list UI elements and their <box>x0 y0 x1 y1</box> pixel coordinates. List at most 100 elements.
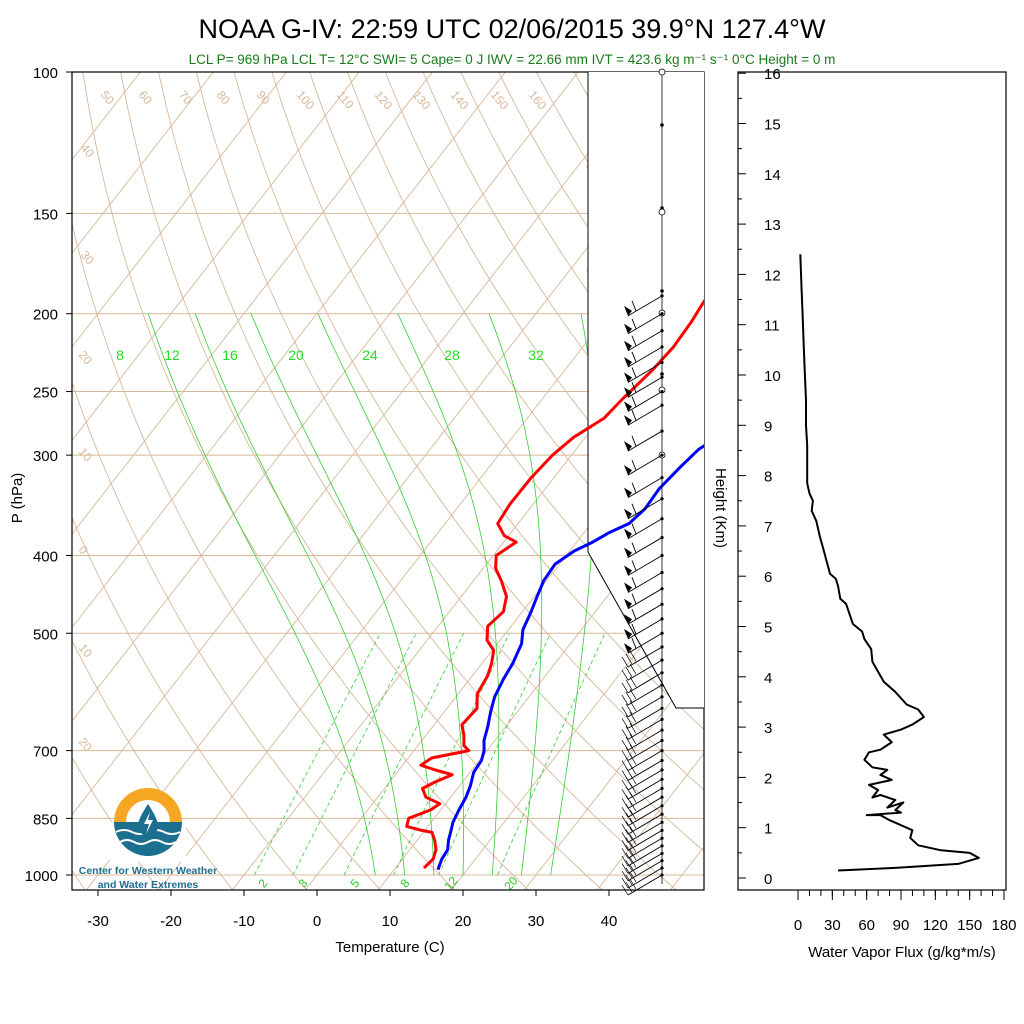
barb-feather <box>631 638 637 649</box>
y-tick-label: 100 <box>33 65 58 82</box>
barb-flag <box>624 356 632 367</box>
barb-feather <box>631 482 637 493</box>
barb-dot <box>660 738 664 743</box>
theta-label: 160 <box>526 88 550 113</box>
y-tick-label: 700 <box>33 744 58 761</box>
calm-circle <box>658 68 666 76</box>
bolt-icon <box>144 812 153 834</box>
flux-x-tick-label: 0 <box>794 917 802 934</box>
chart-subtitle: LCL P= 969 hPa LCL T= 12°C SWI= 5 Cape= … <box>189 52 836 67</box>
mixing-ratio-label: 24 <box>362 347 378 363</box>
barb-feather <box>621 694 629 706</box>
height-tick-label: 16 <box>764 66 781 83</box>
barb-feather <box>631 335 637 346</box>
barb-dot <box>660 706 664 710</box>
barb-dot <box>660 658 664 662</box>
barb-feather <box>629 712 637 723</box>
height-tick-label: 8 <box>764 469 772 486</box>
dry-adiabat <box>72 381 382 890</box>
barb-feather <box>631 318 637 329</box>
isotherm-line <box>72 72 214 254</box>
barb-feather <box>625 703 633 715</box>
barb-dot <box>660 360 664 365</box>
barb-feather <box>621 815 629 826</box>
barb-shaft <box>627 822 663 843</box>
height-axis-title: Height (Km) <box>712 468 729 548</box>
wind-barbs <box>621 68 666 896</box>
barb-feather <box>629 871 637 883</box>
barb-feather <box>631 577 637 588</box>
barb-shaft <box>627 805 663 827</box>
barb-feather <box>631 503 637 514</box>
barb-feather <box>631 593 637 604</box>
barb-dot <box>660 820 664 825</box>
height-tick-label: 15 <box>764 117 781 134</box>
barb-flag <box>624 598 632 609</box>
theta-label: 10 <box>76 445 96 464</box>
barb-feather <box>629 700 637 712</box>
barb-flag <box>624 323 632 334</box>
chart-title: NOAA G-IV: 22:59 UTC 02/06/2015 39.9°N 1… <box>199 14 826 44</box>
x-tick-label: -30 <box>87 913 109 930</box>
barb-dot <box>660 851 664 856</box>
barb-feather <box>621 739 629 751</box>
isotherm-line <box>72 72 433 535</box>
height-tick-label: 5 <box>764 620 772 637</box>
barb-shaft <box>627 454 663 476</box>
mixing-ratio-label: 16 <box>222 347 238 363</box>
y-tick-label: 250 <box>33 385 58 402</box>
moist-adiabat <box>147 313 376 876</box>
isotherm-line <box>0 35 23 908</box>
barb-flag <box>624 614 632 625</box>
y-tick-label: 150 <box>33 206 58 223</box>
barb-feather <box>631 435 637 447</box>
barb-shaft <box>627 672 663 694</box>
logo-line-2: and Water Extremes <box>98 879 199 891</box>
barb-dot <box>660 602 664 606</box>
flux-x-tick-label: 30 <box>824 917 841 934</box>
barb-dot <box>660 617 664 621</box>
barb-flag <box>624 582 632 593</box>
flux-line <box>799 254 980 872</box>
barb-dot <box>660 372 664 376</box>
barb-dot <box>660 828 664 833</box>
barb-flag <box>624 305 632 316</box>
isotherm-line <box>72 72 579 722</box>
barb-shaft <box>627 867 663 889</box>
barb-shaft <box>627 588 663 610</box>
dry-adiabat <box>309 72 704 671</box>
barb-flag <box>624 508 632 519</box>
barb-feather <box>629 733 637 745</box>
barb-flag <box>624 387 632 398</box>
barb-feather <box>621 877 629 889</box>
barb-dot <box>660 836 664 840</box>
barb-dot <box>660 553 664 558</box>
isotherm-line <box>72 72 287 348</box>
y-axis-title: P (hPa) <box>9 473 26 524</box>
flux-panel: 0 30 60 90 120 150 180 <box>794 254 1017 934</box>
barb-dot <box>660 786 664 790</box>
barb-feather <box>629 650 637 662</box>
barb-shaft <box>627 729 663 751</box>
dry-adiabat <box>649 72 704 155</box>
barb-dot <box>660 804 664 808</box>
profiles <box>405 298 704 871</box>
barb-flag <box>624 629 632 640</box>
barb-feather <box>621 656 629 668</box>
barb-feather <box>629 801 637 812</box>
barb-shaft <box>627 769 663 791</box>
dry-adiabat <box>195 72 704 852</box>
height-tick-label: 7 <box>764 519 772 536</box>
theta-label: 100 <box>294 88 318 113</box>
barb-shaft <box>627 830 663 851</box>
barb-feather <box>629 688 637 700</box>
dry-adiabat <box>72 221 456 890</box>
x-tick-label: 20 <box>455 913 472 930</box>
dewpoint-line <box>436 444 704 871</box>
height-tick-label: 3 <box>764 720 772 737</box>
barb-feather <box>629 864 637 875</box>
barb-feather <box>621 760 629 771</box>
barb-feather <box>625 691 633 703</box>
barb-feather <box>631 523 637 534</box>
height-tick-label: 6 <box>764 569 772 586</box>
